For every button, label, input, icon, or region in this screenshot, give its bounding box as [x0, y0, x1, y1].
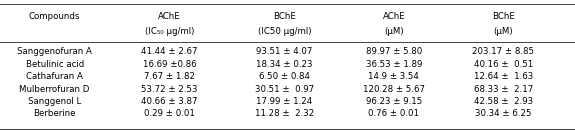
- Text: 41.44 ± 2.67: 41.44 ± 2.67: [141, 47, 198, 57]
- Text: BChE: BChE: [273, 12, 296, 21]
- Text: 7.67 ± 1.82: 7.67 ± 1.82: [144, 72, 195, 81]
- Text: 40.16 ±  0.51: 40.16 ± 0.51: [473, 60, 533, 69]
- Text: 0.29 ± 0.01: 0.29 ± 0.01: [144, 109, 195, 118]
- Text: 68.33 ±  2.17: 68.33 ± 2.17: [473, 84, 533, 94]
- Text: 0.76 ± 0.01: 0.76 ± 0.01: [369, 109, 419, 118]
- Text: 30.51 ±  0.97: 30.51 ± 0.97: [255, 84, 314, 94]
- Text: (μM): (μM): [493, 27, 513, 36]
- Text: 6.50 ± 0.84: 6.50 ± 0.84: [259, 72, 310, 81]
- Text: 18.34 ± 0.23: 18.34 ± 0.23: [256, 60, 313, 69]
- Text: 16.69 ±0.86: 16.69 ±0.86: [143, 60, 197, 69]
- Text: Sanggenofuran A: Sanggenofuran A: [17, 47, 92, 57]
- Text: Mulberrofuran D: Mulberrofuran D: [20, 84, 90, 94]
- Text: (IC₅₀ μg/ml): (IC₅₀ μg/ml): [145, 27, 194, 36]
- Text: 96.23 ± 9.15: 96.23 ± 9.15: [366, 97, 422, 106]
- Text: (IC50 μg/ml): (IC50 μg/ml): [258, 27, 312, 36]
- Text: AChE: AChE: [158, 12, 181, 21]
- Text: AChE: AChE: [382, 12, 405, 21]
- Text: Sanggenol L: Sanggenol L: [28, 97, 81, 106]
- Text: 93.51 ± 4.07: 93.51 ± 4.07: [256, 47, 313, 57]
- Text: (μM): (μM): [384, 27, 404, 36]
- Text: 120.28 ± 5.67: 120.28 ± 5.67: [363, 84, 425, 94]
- Text: 42.58 ±  2.93: 42.58 ± 2.93: [474, 97, 532, 106]
- Text: Cathafuran A: Cathafuran A: [26, 72, 83, 81]
- Text: 30.34 ± 6.25: 30.34 ± 6.25: [475, 109, 531, 118]
- Text: Compounds: Compounds: [29, 12, 80, 21]
- Text: 36.53 ± 1.89: 36.53 ± 1.89: [366, 60, 422, 69]
- Text: 17.99 ± 1.24: 17.99 ± 1.24: [256, 97, 313, 106]
- Text: 53.72 ± 2.53: 53.72 ± 2.53: [141, 84, 198, 94]
- Text: Berberine: Berberine: [33, 109, 76, 118]
- Text: 14.9 ± 3.54: 14.9 ± 3.54: [369, 72, 419, 81]
- Text: 11.28 ±  2.32: 11.28 ± 2.32: [255, 109, 315, 118]
- Text: 12.64 ±  1.63: 12.64 ± 1.63: [473, 72, 533, 81]
- Text: Betulinic acid: Betulinic acid: [25, 60, 84, 69]
- Text: 40.66 ± 3.87: 40.66 ± 3.87: [141, 97, 198, 106]
- Text: 89.97 ± 5.80: 89.97 ± 5.80: [366, 47, 422, 57]
- Text: 203.17 ± 8.85: 203.17 ± 8.85: [472, 47, 534, 57]
- Text: BChE: BChE: [492, 12, 515, 21]
